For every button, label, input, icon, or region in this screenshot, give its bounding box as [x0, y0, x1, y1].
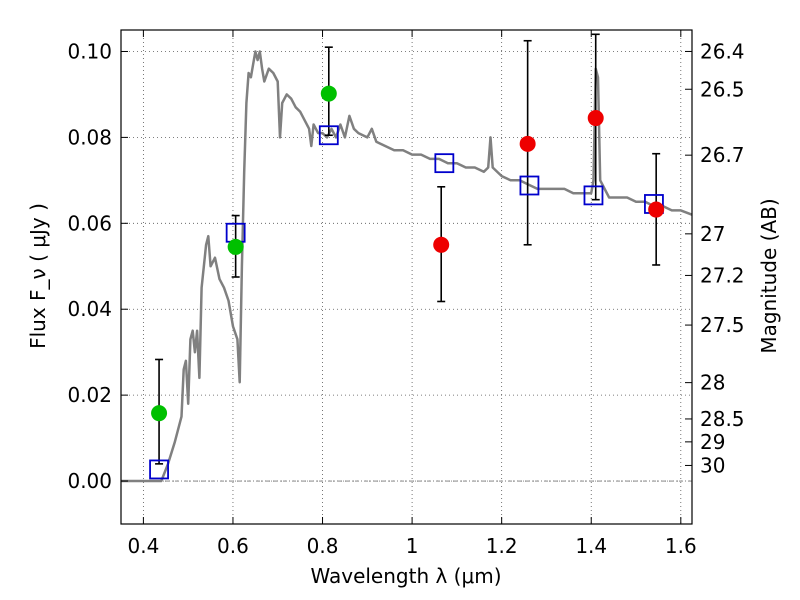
x-tick-label-4: 1.2	[486, 534, 518, 558]
y-tick-label-0: 0.00	[67, 469, 112, 493]
mag-tick-label-6: 28	[700, 371, 725, 395]
y-tick-label-1: 0.02	[67, 383, 112, 407]
mag-tick-label-0: 26.4	[700, 39, 745, 63]
observed-points	[151, 85, 665, 422]
red-point-0	[433, 236, 450, 253]
y-tick-label-4: 0.08	[67, 125, 112, 149]
tick-labels: 0.4 0.6 0.8 1 1.2 1.4 1.6 0.00 0.02 0.04 0.06 0.08 0…	[67, 39, 744, 558]
model-spectrum-line	[121, 50, 693, 483]
mag-tick-label-9: 30	[700, 453, 725, 477]
x-tick-label-6: 1.6	[665, 534, 697, 558]
mag-tick-label-1: 26.5	[700, 77, 745, 101]
y-tick-label-3: 0.06	[67, 211, 112, 235]
y-axis-label: Flux F_ν ( μJy )	[26, 203, 50, 349]
model-square-4	[519, 175, 540, 196]
model-spectrum	[121, 50, 693, 483]
mag-tick-label-2: 26.7	[700, 143, 745, 167]
model-square-5	[583, 185, 604, 206]
mag-tick-label-5: 27.5	[700, 313, 745, 337]
green-point-0	[151, 405, 168, 422]
green-point-2	[320, 85, 337, 102]
plot-frame	[120, 29, 693, 525]
x-tick-label-3: 1	[406, 534, 419, 558]
mag-tick-label-7: 28.5	[700, 407, 745, 431]
red-point-2	[587, 110, 604, 127]
x-tick-label-1: 0.6	[217, 534, 249, 558]
y-tick-label-2: 0.04	[67, 297, 112, 321]
x-tick-label-2: 0.8	[307, 534, 339, 558]
model-square-0	[149, 459, 169, 480]
model-photometry-squares	[149, 125, 664, 480]
x-tick-label-5: 1.4	[575, 534, 607, 558]
mag-tick-label-8: 29	[700, 430, 725, 454]
right-axis-label: Magnitude (AB)	[757, 198, 781, 353]
mag-tick-label-3: 27	[700, 222, 725, 246]
model-square-3	[434, 153, 455, 174]
red-point-3	[648, 201, 665, 218]
red-point-1	[519, 135, 536, 152]
y-tick-label-5: 0.10	[67, 39, 112, 63]
green-point-1	[227, 238, 244, 255]
x-tick-label-0: 0.4	[127, 534, 159, 558]
x-axis-label: Wavelength λ (μm)	[310, 564, 501, 588]
mag-tick-label-4: 27.2	[700, 263, 745, 287]
axis-ticks	[121, 30, 692, 524]
model-square-2	[318, 125, 339, 146]
